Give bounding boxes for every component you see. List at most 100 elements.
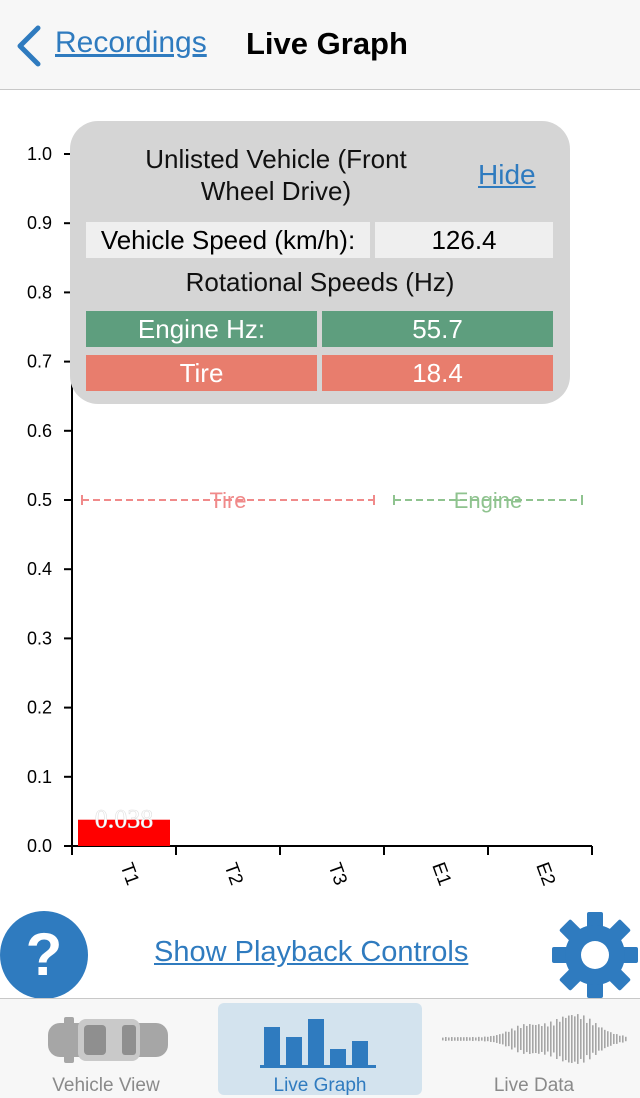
page-title: Live Graph [246,26,408,61]
waveform-bar [604,1029,606,1049]
y-tick-label: 0.3 [27,628,52,648]
y-tick-label: 0.6 [27,421,52,441]
rotational-speeds-title: Rotational Speeds (Hz) [185,267,455,297]
waveform-bar [469,1037,471,1041]
tab-vehicle-view[interactable]: Vehicle View [4,1003,208,1096]
waveform-bar [493,1035,495,1043]
waveform-bar [454,1037,456,1041]
back-button[interactable]: Recordings [55,26,207,59]
waveform-bar [511,1028,513,1050]
x-tick-label: T2 [220,860,247,888]
waveform-bar [526,1025,528,1053]
vehicle-info-panel: Unlisted Vehicle (Front Wheel Drive) Hid… [70,121,570,404]
vehicle-name: Unlisted Vehicle (Front Wheel Drive) [145,144,407,206]
y-tick-label: 0.5 [27,490,52,510]
waveform-bar [589,1018,591,1060]
waveform-bar [565,1017,567,1061]
waveform-bar [457,1037,459,1041]
waveform-bar [532,1024,534,1054]
y-tick-label: 0.4 [27,559,52,579]
waveform-bar [499,1034,501,1044]
waveform-bar [556,1019,558,1059]
tab-vehicle-view-label: Vehicle View [52,1075,160,1096]
waveform-bar [574,1016,576,1062]
waveform-bar [583,1015,585,1063]
engine-hz-label: Engine Hz: [86,311,317,347]
waveform-bar [478,1036,480,1042]
waveform-bar [571,1015,573,1063]
waveform-bar [484,1036,486,1042]
tab-live-data[interactable]: Live Data [432,1003,636,1096]
waveform-bar [517,1025,519,1053]
waveform-bar [568,1015,570,1063]
waveform-bar [553,1025,555,1053]
tab-live-graph[interactable]: Live Graph [218,1003,422,1096]
waveform-bar [505,1031,507,1047]
waveform-bar [514,1030,516,1048]
waveform-bar [577,1014,579,1064]
waveform-bar [607,1031,609,1047]
reference-line-label: Tire [209,488,246,513]
y-tick-label: 0.0 [27,836,52,856]
waveform-bar [451,1037,453,1041]
x-tick-label: T1 [116,860,143,888]
y-tick-label: 0.1 [27,767,52,787]
navigation-bar: Recordings Live Graph [0,0,640,90]
tab-live-data-label: Live Data [493,1075,575,1096]
waveform-bar [592,1025,594,1053]
waveform-bar [595,1023,597,1055]
waveform-bar [580,1019,582,1059]
tire-hz-label: Tire [86,355,317,391]
bar [78,819,170,846]
waveform-bar [463,1037,465,1041]
waveform-bar [544,1023,546,1055]
waveform-icon [442,1014,627,1064]
y-tick-label: 0.7 [27,352,52,372]
waveform-bar [508,1031,510,1047]
y-tick-label: 0.9 [27,213,52,233]
help-button[interactable]: ? [0,911,88,999]
waveform-bar [547,1026,549,1052]
waveform-bar [445,1037,447,1041]
waveform-bar [466,1037,468,1041]
y-tick-label: 0.8 [27,282,52,302]
show-playback-controls-button[interactable]: Show Playback Controls [154,936,469,968]
waveform-bar [601,1027,603,1051]
waveform-bar [538,1024,540,1054]
tab-bar: Vehicle View Live Graph Live Data [0,998,640,1098]
waveform-bar [496,1035,498,1043]
waveform-bar [529,1024,531,1054]
waveform-bar [619,1035,621,1043]
waveform-bar [613,1033,615,1045]
waveform-bar [523,1024,525,1054]
waveform-bar [472,1036,474,1042]
y-tick-label: 0.2 [27,698,52,718]
tab-live-graph-label: Live Graph [273,1075,367,1096]
waveform-bar [616,1034,618,1044]
waveform-bar [520,1028,522,1050]
reference-line-label: Engine [454,488,523,513]
waveform-bar [535,1024,537,1054]
tire-hz-value: 18.4 [322,355,553,391]
waveform-bar [442,1037,444,1041]
hide-panel-button[interactable]: Hide [478,159,536,190]
waveform-bar [550,1021,552,1057]
bar-data-label: 0.038 [95,805,154,834]
waveform-bar [541,1026,543,1052]
vehicle-speed-value: 126.4 [375,222,553,258]
gear-icon[interactable] [552,912,638,998]
vehicle-speed-label: Vehicle Speed (km/h): [86,222,370,258]
waveform-bar [487,1036,489,1042]
waveform-bar [448,1037,450,1041]
engine-hz-value: 55.7 [322,311,553,347]
waveform-bar [625,1036,627,1042]
bar-chart-icon [260,1019,376,1068]
live-graph-chart: 0.0 0.1 0.2 0.3 0.4 0.5 0.6 0.7 0.8 0.9 1.0 T1 T2 T3 E… [27,144,593,889]
waveform-bar [586,1022,588,1056]
chevron-left-icon[interactable] [14,24,44,68]
waveform-bar [490,1036,492,1042]
y-tick-label: 1.0 [27,144,52,164]
waveform-bar [502,1033,504,1045]
waveform-bar [598,1027,600,1051]
car-icon [48,1017,168,1063]
